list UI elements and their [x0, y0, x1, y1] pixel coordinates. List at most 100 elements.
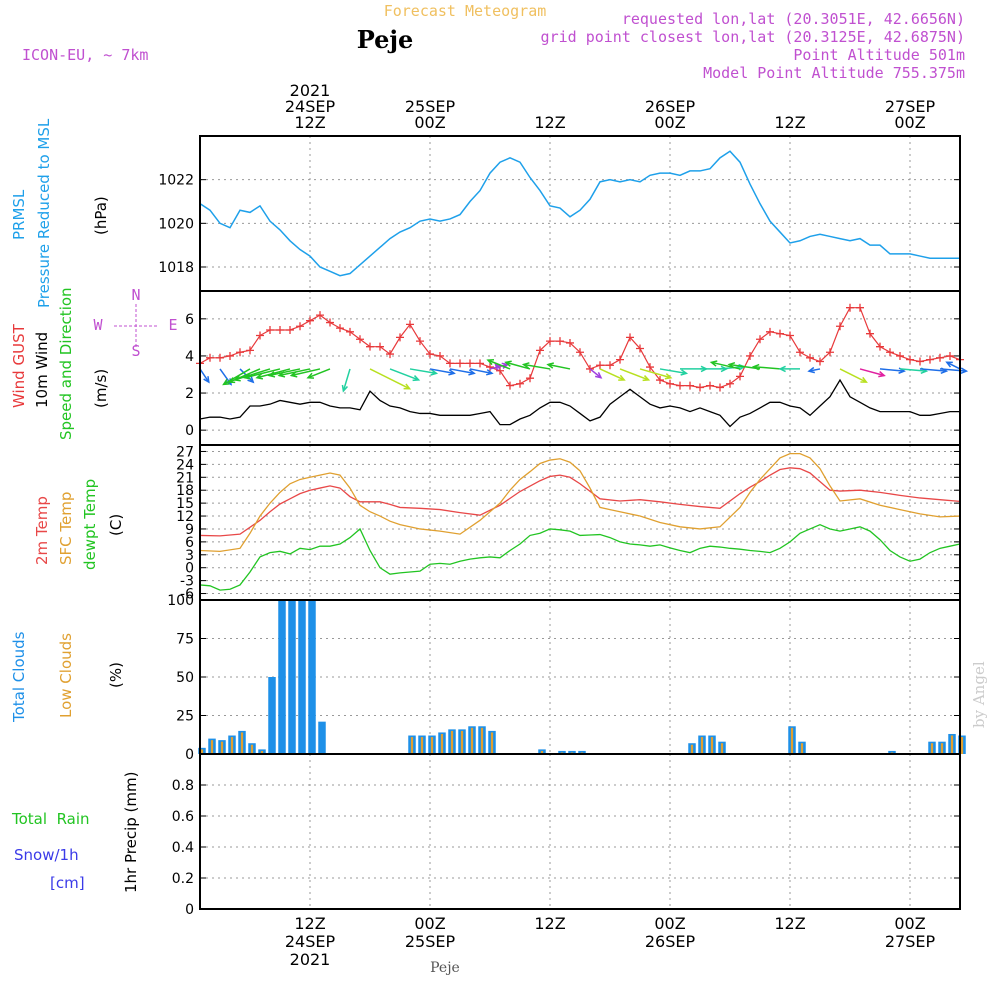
low-cloud-bar: [960, 737, 964, 754]
cloud-labels: Total Clouds Low Clouds (%): [10, 631, 125, 723]
wind-arrow-head: [255, 373, 264, 380]
wind-direction-arrow: [256, 368, 291, 379]
panel-frame-pressure: [199, 135, 961, 292]
wind-arrow-head: [448, 369, 456, 376]
top-time-label: 27SEP: [885, 97, 936, 116]
rain-legend: Total Rain: [11, 810, 90, 828]
pressure-labels: PRMSL Pressure Reduced to MSL (hPa): [10, 118, 110, 308]
wind-gust-marker: [546, 337, 554, 346]
wind-gust-marker: [246, 346, 254, 355]
wind-direction-arrow: [429, 368, 455, 375]
low-cloud-bar: [490, 732, 494, 754]
wind-arrow-head: [546, 362, 554, 369]
grid-lines: [200, 136, 960, 910]
bottom-time-label: 12Z: [294, 914, 325, 933]
ytick-label: 1022: [158, 173, 194, 189]
wind-direction-arrow: [919, 368, 947, 372]
wind-gust-marker: [286, 325, 294, 334]
ytick-label: 100: [167, 593, 194, 609]
wind-direction-arrow: [859, 368, 885, 377]
wind-gust-marker: [256, 331, 264, 340]
wind-arrow-head: [243, 373, 251, 380]
wind-gust-marker: [846, 303, 854, 312]
wind-arrow-head: [878, 371, 886, 378]
low-cloud-bar: [800, 743, 804, 754]
ytick-label: 0.4: [172, 840, 194, 856]
ytick-label: 0: [185, 561, 194, 577]
wind-compass: N S W E: [93, 286, 177, 360]
wind-10m-label: 10m Wind: [33, 332, 51, 408]
location-title: Peje: [357, 25, 414, 54]
wind-gust-marker: [776, 329, 784, 338]
wind-arrow-head: [227, 377, 236, 384]
cloud-unit-label: (%): [107, 662, 125, 688]
ytick-label: 0: [185, 902, 194, 918]
wind-labels: Wind GUST 10m Wind Speed and Direction (…: [10, 287, 110, 440]
wind-direction-arrow: [879, 368, 905, 372]
wind-gust-marker: [446, 359, 454, 368]
wind-direction-arrow: [939, 368, 967, 372]
ytick-label: 75: [176, 632, 194, 648]
wind-gust-marker: [626, 333, 634, 342]
low-cloud-bar: [710, 737, 714, 754]
t2m-label: 2m Temp: [33, 496, 51, 565]
wind-gust-marker: [816, 357, 824, 366]
total-cloud-bar: [318, 721, 326, 754]
wind-gust-marker: [946, 351, 954, 360]
wind-arrow-head: [945, 361, 953, 368]
bottom-time-label: 00Z: [654, 914, 685, 933]
wind-arrow-head: [203, 376, 210, 384]
wind-10m-line: [199, 378, 960, 428]
wind-arrow-head: [233, 375, 241, 382]
dewpt-line: [199, 523, 961, 591]
wind-direction-arrow: [619, 368, 649, 381]
wind-gust-marker: [346, 327, 354, 336]
wind-direction-arrow: [808, 368, 821, 372]
low-cloud-bar: [230, 737, 234, 754]
top-time-label: 12Z: [294, 113, 325, 132]
wind-direction-arrow: [505, 361, 531, 370]
wind-direction-arrow: [599, 368, 625, 381]
footer-location: Peje: [430, 960, 460, 976]
compass-south: S: [131, 342, 140, 360]
sfc-temp-line: [199, 452, 961, 552]
wind-gust-marker: [216, 353, 224, 362]
wind-gust-marker: [706, 381, 714, 390]
panel-frame-temperature: [199, 444, 961, 601]
wind-direction-arrow: [711, 361, 741, 370]
wind-gust-marker: [426, 350, 434, 359]
wind-direction-arrow: [547, 363, 571, 370]
total-cloud-bar: [578, 750, 586, 754]
point-altitude: Point Altitude 501m: [793, 46, 965, 64]
low-cloud-bar: [260, 750, 264, 754]
total-cloud-bar: [308, 600, 316, 754]
wind-gust-marker: [416, 337, 424, 346]
top-time-label: 2021: [290, 81, 331, 100]
wind-arrow-head: [807, 366, 815, 374]
wind-gust-marker: [326, 318, 334, 327]
wind-gust-marker: [736, 372, 744, 381]
wind-arrow-head: [247, 376, 255, 384]
grid-point-coords: grid point closest lon,lat (20.3125E, 42…: [541, 28, 965, 46]
wind-arrow-head: [267, 371, 276, 378]
wind-gust-marker: [836, 322, 844, 331]
temperature-labels: 2m Temp SFC Temp dewpt Temp (C): [33, 479, 125, 570]
wind-gust-marker: [786, 331, 794, 340]
low-cloud-bar: [790, 727, 794, 754]
top-time-label: 12Z: [774, 113, 805, 132]
wind-gust-marker: [936, 353, 944, 362]
wind-direction-arrow: [342, 368, 351, 392]
compass-east: E: [168, 316, 177, 334]
low-cloud-bar: [470, 727, 474, 754]
wind-direction-arrow: [449, 368, 475, 375]
bottom-time-label: 26SEP: [645, 932, 696, 951]
panel-frame-precip: [199, 753, 961, 910]
wind-gust-marker: [336, 324, 344, 333]
low-cloud-bar: [690, 744, 694, 754]
top-time-label: 00Z: [894, 113, 925, 132]
wind-direction-arrow: [409, 368, 437, 375]
meteogram-title: Forecast Meteogram: [384, 2, 547, 20]
top-time-label: 00Z: [654, 113, 685, 132]
wind-gust-marker: [616, 355, 624, 364]
ytick-label: 0.2: [172, 871, 194, 887]
